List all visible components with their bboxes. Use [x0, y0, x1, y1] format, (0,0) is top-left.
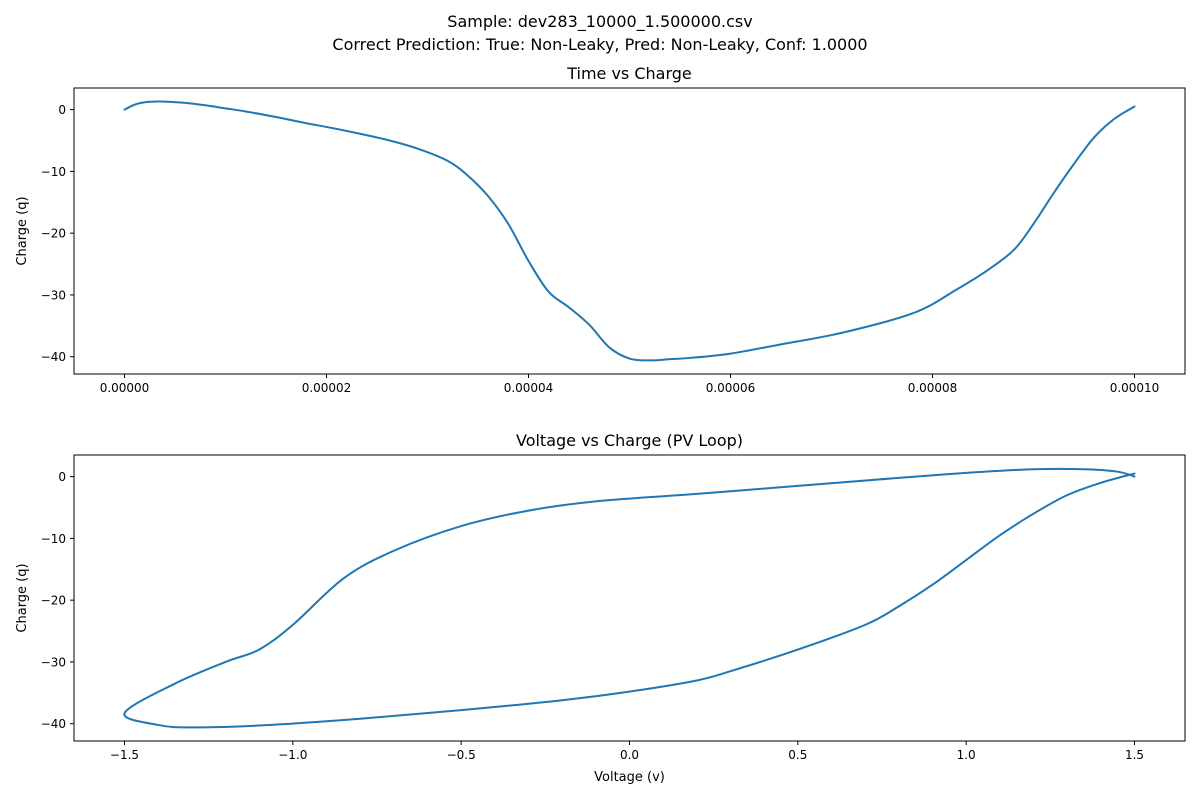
time-vs-charge-ytick-label: −30: [41, 288, 66, 302]
time-vs-charge-xtick-label: 0.00000: [100, 381, 150, 395]
time-vs-charge-ylabel: Charge (q): [15, 196, 30, 265]
pv-loop-series-line: [124, 469, 1134, 728]
pv-loop-xtick-label: 0.5: [788, 748, 807, 762]
pv-loop-ytick-label: −20: [41, 594, 66, 608]
pv-loop-ytick-label: −10: [41, 532, 66, 546]
pv-loop-xtick-label: −1.5: [110, 748, 139, 762]
time-vs-charge-title: Time vs Charge: [566, 64, 692, 83]
time-vs-charge-chart: Time vs Charge 0.00000 0.00002 0.00004 0.000…: [0, 0, 1200, 400]
pv-loop-xtick-label: 1.0: [957, 748, 976, 762]
time-vs-charge-series-line: [125, 101, 1135, 360]
time-vs-charge-xtick-label: 0.00004: [504, 381, 554, 395]
pv-loop-xtick-label: 1.5: [1125, 748, 1144, 762]
pv-loop-ytick-label: −30: [41, 655, 66, 669]
time-vs-charge-xtick-label: 0.00006: [706, 381, 756, 395]
pv-loop-xtick-label: 0.0: [620, 748, 639, 762]
time-vs-charge-ytick-label: 0: [58, 103, 66, 117]
pv-loop-xlabel: Voltage (v): [594, 770, 665, 785]
pv-loop-ylabel: Charge (q): [15, 563, 30, 632]
pv-loop-ytick-label: 0: [58, 470, 66, 484]
time-vs-charge-ytick-label: −20: [41, 227, 66, 241]
pv-loop-xtick-label: −1.0: [278, 748, 307, 762]
pv-loop-ytick-label: −40: [41, 717, 66, 731]
pv-loop-chart: Voltage vs Charge (PV Loop) −1.5 −1.0 −0.5 0…: [0, 400, 1200, 800]
time-vs-charge-xtick-label: 0.00010: [1110, 381, 1160, 395]
time-vs-charge-xtick-label: 0.00002: [302, 381, 352, 395]
time-vs-charge-ytick-label: −10: [41, 165, 66, 179]
time-vs-charge-xtick-label: 0.00008: [908, 381, 958, 395]
time-vs-charge-ytick-label: −40: [41, 350, 66, 364]
pv-loop-title: Voltage vs Charge (PV Loop): [516, 431, 743, 450]
time-vs-charge-axes-frame: [74, 88, 1185, 374]
pv-loop-xtick-label: −0.5: [447, 748, 476, 762]
